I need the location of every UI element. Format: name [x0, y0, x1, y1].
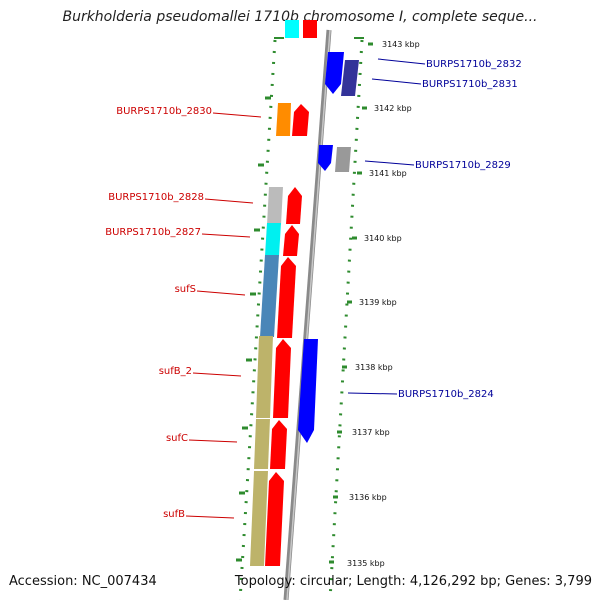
- tick-label-3137: 3137 kbp: [352, 428, 390, 437]
- accession-text: Accession: NC_007434: [9, 574, 157, 589]
- gene-label-sufS: sufS: [175, 284, 196, 295]
- gene-block-steelblue: [260, 255, 279, 337]
- left-labels: BURPS1710b_2830 BURPS1710b_2828 BURPS171…: [105, 106, 262, 520]
- top-cyan-segment: [285, 20, 299, 38]
- gene-arrow-sufB: [265, 472, 284, 566]
- gene-label-2827: BURPS1710b_2827: [105, 227, 201, 238]
- reverse-genes: [298, 52, 359, 443]
- gene-arrow-2828: [286, 187, 302, 224]
- gene-label-2832: BURPS1710b_2832: [426, 59, 522, 70]
- tick-3143: 3143 kbp: [368, 40, 420, 49]
- map-title: Burkholderia pseudomallei 1710b chromoso…: [62, 9, 538, 25]
- tick-label-3136: 3136 kbp: [349, 493, 387, 502]
- gene-block-khaki-1: [256, 336, 273, 418]
- top-red-segment: [303, 20, 317, 38]
- tick-3138: 3138 kbp: [342, 363, 393, 372]
- gene-arrow-sufS: [277, 257, 296, 338]
- gene-label-2831: BURPS1710b_2831: [422, 79, 518, 90]
- gene-label-2828: BURPS1710b_2828: [108, 192, 204, 203]
- genome-summary-text: Topology: circular; Length: 4,126,292 bp…: [234, 574, 592, 589]
- tick-label-3138: 3138 kbp: [355, 363, 393, 372]
- backbone-highlight: [286, 29, 331, 600]
- tick-3137: 3137 kbp: [337, 428, 390, 437]
- gene-label-2824: BURPS1710b_2824: [398, 389, 494, 400]
- gene-block-gray: [267, 187, 283, 225]
- gene-block-khaki-3: [250, 471, 268, 566]
- gene-label-sufC: sufC: [166, 433, 188, 444]
- gene-block-2831: [341, 60, 359, 96]
- gene-arrow-2832: [325, 52, 344, 94]
- right-labels: BURPS1710b_2832 BURPS1710b_2831 BURPS171…: [347, 58, 522, 400]
- gene-block-gray-right: [335, 147, 351, 172]
- scale-ticks: 3143 kbp 3142 kbp 3141 kbp 3140 kbp 3139…: [329, 40, 420, 568]
- right-scale-line: [328, 39, 364, 600]
- gene-arrow-2827: [283, 225, 299, 256]
- forward-genes: [265, 104, 309, 566]
- gene-arrow-sufB2: [273, 339, 291, 418]
- tick-3142: 3142 kbp: [362, 104, 412, 113]
- tick-3136: 3136 kbp: [333, 493, 387, 502]
- left-scale-ticks: [236, 96, 271, 562]
- gene-block-khaki-2: [254, 419, 270, 469]
- tick-3141: 3141 kbp: [357, 169, 407, 178]
- gene-block-orange: [276, 103, 291, 136]
- chromosome-backbone: [283, 29, 332, 600]
- tick-label-3139: 3139 kbp: [359, 298, 397, 307]
- gene-arrow-2830: [292, 104, 309, 136]
- gene-label-sufB: sufB: [163, 509, 185, 520]
- tick-label-3141: 3141 kbp: [369, 169, 407, 178]
- gene-label-2829: BURPS1710b_2829: [415, 160, 511, 171]
- tick-label-3135: 3135 kbp: [347, 559, 385, 568]
- tick-3139: 3139 kbp: [347, 298, 397, 307]
- gene-label-sufB2: sufB_2: [159, 366, 192, 377]
- left-track: [250, 103, 291, 566]
- tick-3140: 3140 kbp: [352, 234, 402, 243]
- gene-block-cyan: [265, 223, 281, 256]
- tick-label-3140: 3140 kbp: [364, 234, 402, 243]
- tick-label-3143: 3143 kbp: [382, 40, 420, 49]
- tick-label-3142: 3142 kbp: [374, 104, 412, 113]
- gene-arrow-2824: [298, 339, 318, 443]
- tick-3135: 3135 kbp: [329, 559, 385, 568]
- gene-arrow-sufC: [270, 420, 287, 469]
- gene-arrow-2829: [318, 145, 333, 171]
- gene-label-2830: BURPS1710b_2830: [116, 106, 212, 117]
